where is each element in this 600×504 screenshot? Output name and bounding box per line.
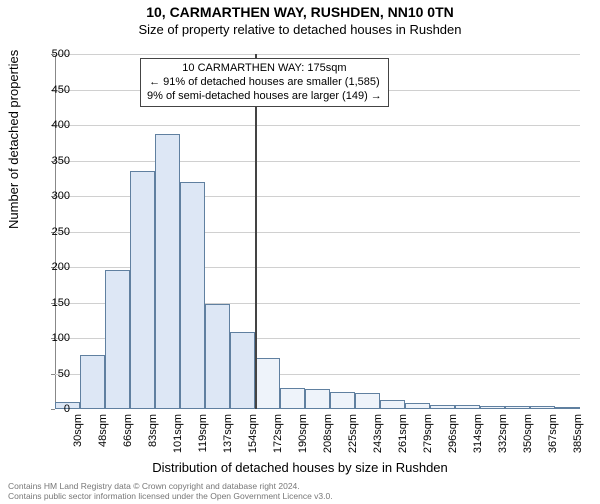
grid-line xyxy=(55,54,580,55)
xtick-label: 279sqm xyxy=(422,414,434,453)
annotation-line: ← 91% of detached houses are smaller (1,… xyxy=(147,76,382,90)
xtick-label: 119sqm xyxy=(197,414,209,452)
histogram-bar xyxy=(80,355,105,409)
xtick-label: 350sqm xyxy=(522,414,534,453)
title-main: 10, CARMARTHEN WAY, RUSHDEN, NN10 0TN xyxy=(0,4,600,20)
histogram-bar xyxy=(455,405,480,409)
xtick-label: 261sqm xyxy=(397,414,409,453)
annotation-line: 10 CARMARTHEN WAY: 175sqm xyxy=(147,62,382,76)
footer-line-2: Contains public sector information licen… xyxy=(8,492,333,502)
histogram-bar xyxy=(180,182,205,409)
ytick-label: 50 xyxy=(30,368,70,380)
xtick-label: 385sqm xyxy=(572,414,584,453)
title-sub: Size of property relative to detached ho… xyxy=(0,22,600,37)
xtick-label: 225sqm xyxy=(347,414,359,453)
xtick-label: 332sqm xyxy=(497,414,509,453)
grid-line xyxy=(55,125,580,126)
ytick-label: 400 xyxy=(30,119,70,131)
histogram-bar xyxy=(505,406,530,409)
xtick-label: 172sqm xyxy=(272,414,284,453)
histogram-bar xyxy=(405,403,430,409)
histogram-bar xyxy=(430,405,455,409)
y-axis-label: Number of detached properties xyxy=(6,50,21,229)
grid-line xyxy=(55,161,580,162)
histogram-bar xyxy=(480,406,505,409)
xtick-label: 66sqm xyxy=(122,414,134,447)
ytick-label: 350 xyxy=(30,155,70,167)
xtick-label: 190sqm xyxy=(297,414,309,453)
histogram-bar xyxy=(555,407,580,409)
annotation-line: 9% of semi-detached houses are larger (1… xyxy=(147,90,382,104)
xtick-label: 367sqm xyxy=(547,414,559,453)
histogram-bar xyxy=(280,388,305,409)
histogram-bar xyxy=(355,393,380,409)
histogram-bar xyxy=(230,332,255,409)
annotation-box: 10 CARMARTHEN WAY: 175sqm← 91% of detach… xyxy=(140,58,389,107)
histogram-bar xyxy=(155,134,180,409)
histogram-bar xyxy=(305,389,330,409)
ytick-label: 100 xyxy=(30,332,70,344)
xtick-label: 83sqm xyxy=(147,414,159,447)
xtick-label: 30sqm xyxy=(72,414,84,447)
histogram-bar xyxy=(105,270,130,409)
xtick-label: 243sqm xyxy=(372,414,384,453)
ytick-label: 300 xyxy=(30,190,70,202)
xtick-label: 48sqm xyxy=(97,414,109,447)
ytick-label: 450 xyxy=(30,84,70,96)
histogram-bar xyxy=(255,358,280,409)
ytick-label: 250 xyxy=(30,226,70,238)
plot-region xyxy=(55,54,580,409)
xtick-label: 208sqm xyxy=(322,414,334,453)
ytick-label: 500 xyxy=(30,48,70,60)
histogram-bar xyxy=(205,304,230,409)
ytick-label: 0 xyxy=(30,403,70,415)
x-axis-label: Distribution of detached houses by size … xyxy=(0,460,600,475)
chart-area xyxy=(55,54,580,409)
xtick-label: 137sqm xyxy=(222,414,234,453)
xtick-label: 154sqm xyxy=(247,414,259,453)
histogram-bar xyxy=(330,392,355,409)
reference-line xyxy=(255,54,257,409)
xtick-label: 296sqm xyxy=(447,414,459,453)
xtick-label: 101sqm xyxy=(172,414,184,453)
footer-attribution: Contains HM Land Registry data © Crown c… xyxy=(8,482,333,502)
ytick-label: 150 xyxy=(30,297,70,309)
ytick-label: 200 xyxy=(30,261,70,273)
histogram-bar xyxy=(130,171,155,409)
histogram-bar xyxy=(530,406,555,409)
histogram-bar xyxy=(380,400,405,409)
xtick-label: 314sqm xyxy=(472,414,484,453)
